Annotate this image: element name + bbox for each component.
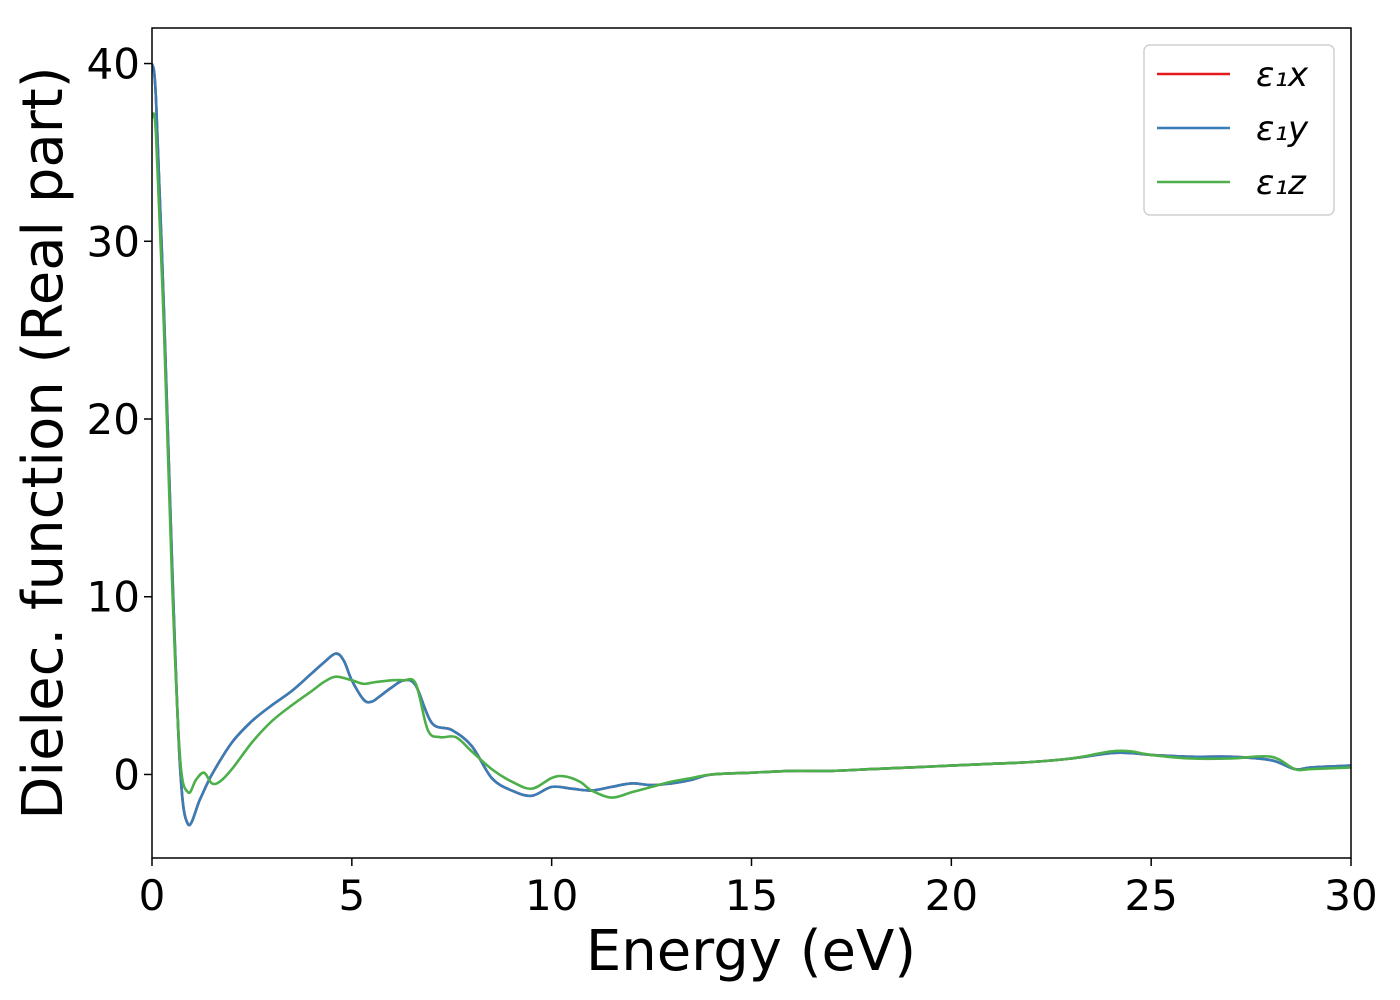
x-tick-label: 10 [525, 871, 578, 920]
legend: ε₁x ε₁y ε₁z [1143, 44, 1335, 216]
legend-label: ε₁z [1256, 163, 1307, 203]
x-tick-label: 25 [1124, 871, 1177, 920]
series-lines [152, 63, 1351, 827]
legend-label: ε₁y [1256, 109, 1309, 149]
y-tick-label: 30 [87, 217, 140, 266]
x-tick-label: 30 [1324, 871, 1377, 920]
x-axis-label: Energy (eV) [586, 919, 916, 984]
y-tick-label: 20 [87, 395, 140, 444]
y-tick-label: 10 [87, 573, 140, 622]
y-axis-label: Dielec. function (Real part) [11, 66, 76, 819]
legend-box [1143, 44, 1335, 216]
y-tick-label: 0 [113, 750, 140, 799]
x-tick-label: 15 [725, 871, 778, 920]
legend-label: ε₁x [1256, 55, 1309, 95]
y-axis-ticks: 0 10 20 30 40 [87, 40, 152, 799]
x-tick-label: 20 [925, 871, 978, 920]
x-tick-label: 5 [338, 871, 365, 920]
series-line-3 [152, 112, 1351, 799]
x-axis-ticks: 0 5 10 15 20 25 30 [139, 858, 1378, 920]
y-tick-label: 40 [87, 40, 140, 89]
x-tick-label: 0 [139, 871, 166, 920]
